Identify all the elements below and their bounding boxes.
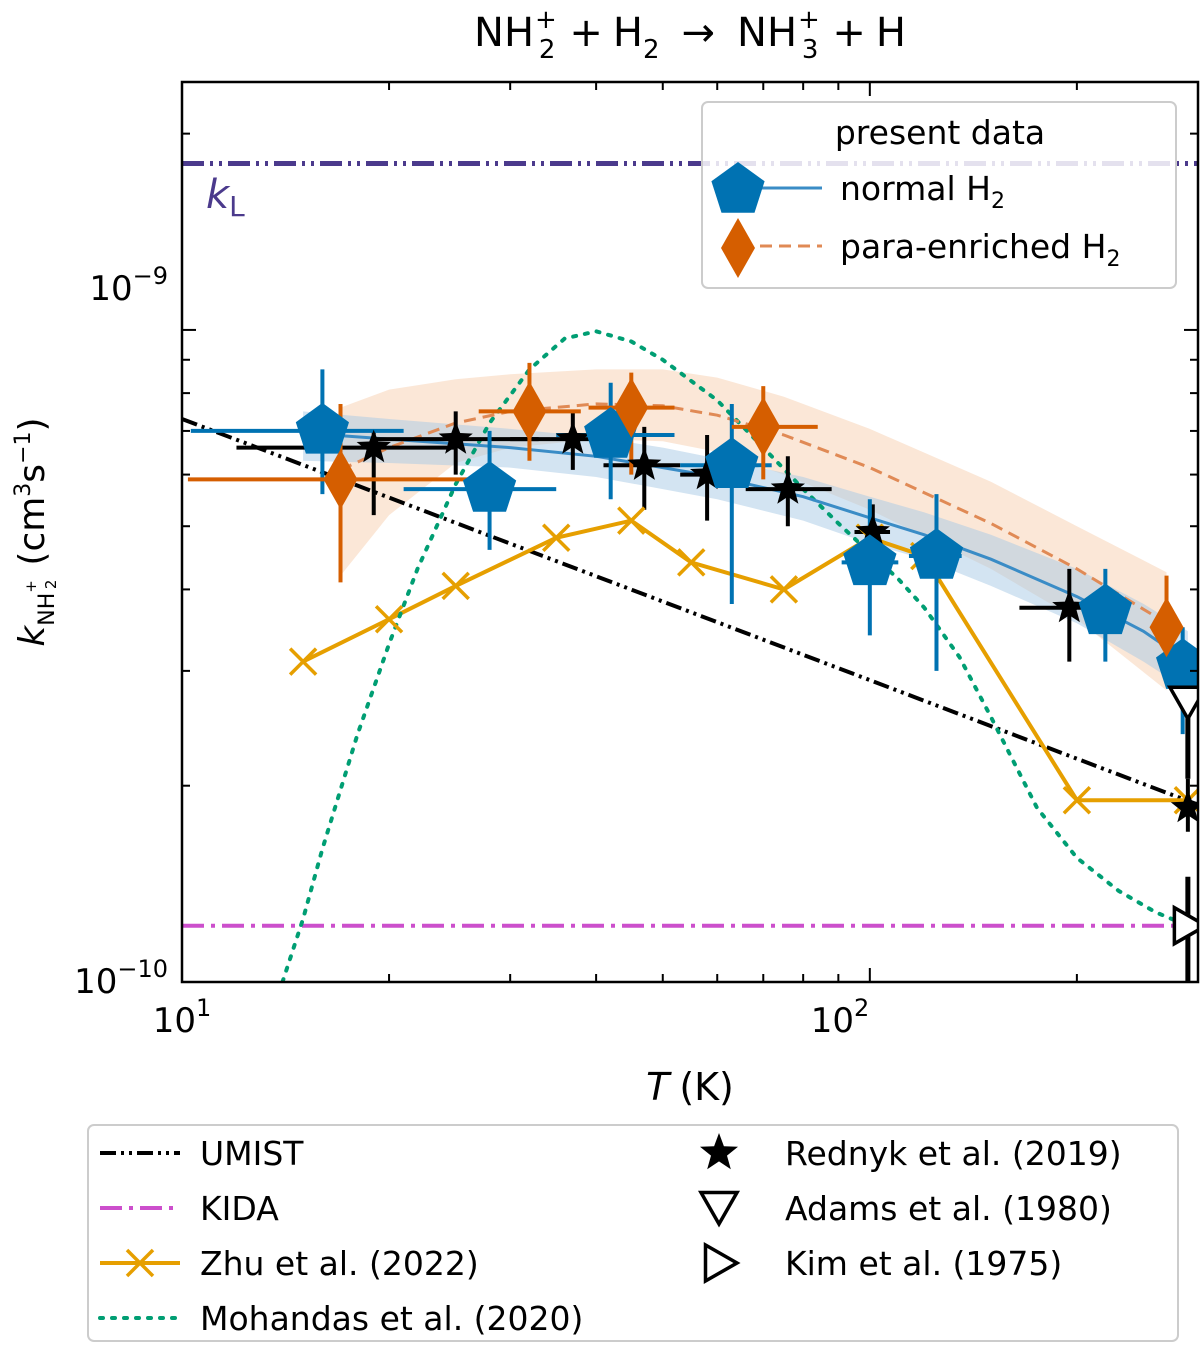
rednyk-marker [770, 471, 805, 504]
plot-area [182, 160, 1198, 982]
rednyk-marker [356, 429, 391, 463]
legend-zhu-label: Zhu et al. (2022) [200, 1244, 479, 1283]
legend-kida-label: KIDA [200, 1189, 279, 1228]
legend-para-marker [721, 218, 755, 278]
para-marker [512, 381, 547, 442]
zhu-marker [677, 548, 706, 577]
zhu-marker [617, 506, 646, 535]
normal-marker [843, 534, 897, 586]
para-marker [614, 377, 649, 438]
plot-frame [180, 80, 1200, 984]
x-tick-label-100: 102 [811, 994, 870, 1041]
normal-marker [462, 461, 517, 512]
normal-marker [295, 402, 349, 454]
zhu-marker [769, 575, 799, 604]
legend-adams-label: Adams et al. (1980) [785, 1189, 1112, 1228]
legend-normal-marker [711, 162, 765, 213]
zhu-marker [541, 523, 571, 553]
para-marker [746, 396, 781, 457]
normal-marker [909, 528, 964, 579]
adams-marker [1166, 685, 1198, 723]
legend-adams-marker [697, 1190, 741, 1228]
y-axis-label: kNH+ 2(cm3s−1) [11, 417, 60, 646]
normal-marker [1078, 583, 1132, 635]
normal-marker [705, 437, 759, 488]
kim-marker [1172, 904, 1198, 947]
legend-kim-label: Kim et al. (1975) [785, 1244, 1062, 1283]
confidence-bands [303, 369, 1188, 691]
data-markers [288, 377, 1198, 947]
rednyk-marker [1052, 589, 1087, 623]
legend-rednyk-marker [700, 1133, 738, 1170]
rednyk-marker [855, 513, 890, 547]
legend-umist-label: UMIST [200, 1134, 304, 1173]
legend-present-symbols [711, 162, 822, 278]
legend-normal-label: normal H2 [840, 169, 1005, 214]
legend-para-label: para-enriched H2 [840, 227, 1120, 272]
legend-bottom: UMIST KIDA Zhu et al. (2022) Mohandas et… [87, 1124, 1179, 1342]
para-marker [1149, 597, 1184, 658]
y-tick-label-1e-10: 10−10 [74, 955, 168, 1002]
chart-title: NH+ 2 + H2 → NH+ 3 + H [474, 5, 906, 65]
rednyk-marker [627, 447, 662, 480]
zhu-marker [374, 605, 404, 634]
rednyk-marker [438, 421, 473, 454]
legend-present-frame [701, 101, 1177, 289]
y-tick-label-1e-9: 10−9 [89, 262, 168, 309]
rednyk-marker [555, 421, 590, 454]
legend-kim-marker [703, 1241, 741, 1285]
zhu-marker [288, 647, 318, 676]
legend-present-data: present data normal H2 para-enriched H2 [701, 101, 1177, 289]
kL-label: kL [206, 172, 245, 223]
zhu-marker [441, 571, 470, 601]
axis-ticks [181, 82, 1199, 983]
rednyk-marker [1170, 789, 1198, 823]
rednyk-marker [690, 456, 725, 490]
legend-bottom-frame [87, 1124, 1179, 1342]
legend-rednyk-label: Rednyk et al. (2019) [785, 1134, 1122, 1173]
x-axis-label: T (K) [646, 1065, 734, 1109]
legend-bottom-symbols [98, 1133, 741, 1320]
normal-fit-line [302, 431, 1189, 663]
x-tick-label-10: 101 [153, 994, 212, 1041]
legend-zhu-marker [125, 1248, 155, 1278]
zhu-marker [1062, 785, 1092, 815]
legend-present-title: present data [835, 113, 1045, 152]
legend-mohandas-label: Mohandas et al. (2020) [200, 1299, 583, 1338]
para-marker [323, 449, 358, 510]
